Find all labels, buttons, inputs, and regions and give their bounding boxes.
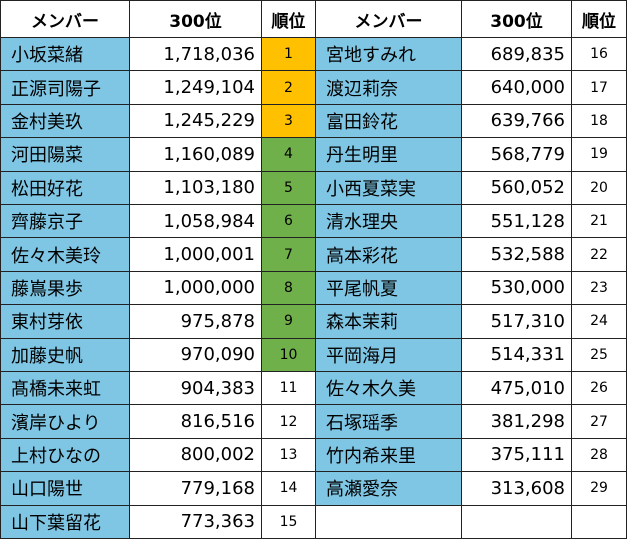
vote-count: 800,002: [130, 438, 262, 473]
rank: 17: [572, 71, 627, 105]
vote-count: 779,168: [130, 472, 262, 506]
vote-count: 530,000: [462, 271, 572, 306]
vote-count: 773,363: [130, 505, 262, 539]
member-name: 齊藤京子: [0, 205, 130, 239]
empty-cell: [572, 505, 627, 539]
vote-count: 904,383: [130, 372, 262, 406]
header-cell: メンバー: [316, 0, 462, 38]
member-name: 藤嶌果歩: [0, 271, 130, 306]
member-name: 小坂菜緒: [0, 38, 130, 72]
vote-count: 514,331: [462, 338, 572, 372]
vote-count: 639,766: [462, 104, 572, 139]
member-name: 小西夏菜実: [316, 171, 462, 205]
header-cell: 順位: [572, 0, 627, 38]
rank: 9: [262, 305, 316, 339]
vote-count: 381,298: [462, 405, 572, 439]
header-cell: 300位: [130, 0, 262, 38]
member-name: 金村美玖: [0, 104, 130, 139]
rank: 11: [262, 372, 316, 406]
rank: 23: [572, 271, 627, 306]
member-name: 河田陽菜: [0, 138, 130, 172]
member-name: 佐々木美玲: [0, 238, 130, 272]
vote-count: 532,588: [462, 238, 572, 272]
vote-count: 517,310: [462, 305, 572, 339]
rank: 26: [572, 372, 627, 406]
member-name: 山下葉留花: [0, 505, 130, 539]
rank: 25: [572, 338, 627, 372]
member-name: 清水理央: [316, 205, 462, 239]
vote-count: 1,160,089: [130, 138, 262, 172]
rank: 6: [262, 205, 316, 239]
rank: 2: [262, 71, 316, 105]
vote-count: 1,103,180: [130, 171, 262, 205]
member-name: 平岡海月: [316, 338, 462, 372]
rank: 7: [262, 238, 316, 272]
rank: 14: [262, 472, 316, 506]
vote-count: 375,111: [462, 438, 572, 473]
vote-count: 1,718,036: [130, 38, 262, 72]
rank: 29: [572, 472, 627, 506]
member-name: 上村ひなの: [0, 438, 130, 473]
member-name: 正源司陽子: [0, 71, 130, 105]
rank: 22: [572, 238, 627, 272]
member-name: 加藤史帆: [0, 338, 130, 372]
member-name: 平尾帆夏: [316, 271, 462, 306]
member-name: 富田鈴花: [316, 104, 462, 139]
member-name: 竹内希来里: [316, 438, 462, 473]
rank: 20: [572, 171, 627, 205]
rank: 10: [262, 338, 316, 372]
rank: 16: [572, 38, 627, 72]
vote-count: 975,878: [130, 305, 262, 339]
member-name: 松田好花: [0, 171, 130, 205]
rank: 15: [262, 505, 316, 539]
member-name: 宮地すみれ: [316, 38, 462, 72]
rank: 4: [262, 138, 316, 172]
vote-count: 1,058,984: [130, 205, 262, 239]
member-name: 渡辺莉奈: [316, 71, 462, 105]
rank: 18: [572, 104, 627, 139]
rank: 12: [262, 405, 316, 439]
rank: 8: [262, 271, 316, 306]
vote-count: 640,000: [462, 71, 572, 105]
header-cell: 順位: [262, 0, 316, 38]
vote-count: 1,249,104: [130, 71, 262, 105]
vote-count: 475,010: [462, 372, 572, 406]
empty-cell: [462, 505, 572, 539]
rank: 3: [262, 104, 316, 139]
rank: 19: [572, 138, 627, 172]
member-name: 濱岸ひより: [0, 405, 130, 439]
vote-count: 816,516: [130, 405, 262, 439]
vote-count: 560,052: [462, 171, 572, 205]
rank: 1: [262, 38, 316, 72]
member-name: 石塚瑶季: [316, 405, 462, 439]
rank: 28: [572, 438, 627, 473]
vote-count: 551,128: [462, 205, 572, 239]
member-name: 髙橋未来虹: [0, 372, 130, 406]
member-name: 高本彩花: [316, 238, 462, 272]
rank: 13: [262, 438, 316, 473]
rank: 5: [262, 171, 316, 205]
vote-count: 568,779: [462, 138, 572, 172]
member-name: 高瀬愛奈: [316, 472, 462, 506]
rank: 24: [572, 305, 627, 339]
header-cell: メンバー: [0, 0, 130, 38]
member-name: 東村芽依: [0, 305, 130, 339]
vote-count: 1,000,001: [130, 238, 262, 272]
vote-count: 1,000,000: [130, 271, 262, 306]
rank: 27: [572, 405, 627, 439]
member-name: 丹生明里: [316, 138, 462, 172]
vote-count: 313,608: [462, 472, 572, 506]
vote-count: 1,245,229: [130, 104, 262, 139]
empty-cell: [316, 505, 462, 539]
header-cell: 300位: [462, 0, 572, 38]
member-name: 佐々木久美: [316, 372, 462, 406]
vote-count: 970,090: [130, 338, 262, 372]
vote-count: 689,835: [462, 38, 572, 72]
member-name: 森本茉莉: [316, 305, 462, 339]
rank: 21: [572, 205, 627, 239]
member-name: 山口陽世: [0, 472, 130, 506]
